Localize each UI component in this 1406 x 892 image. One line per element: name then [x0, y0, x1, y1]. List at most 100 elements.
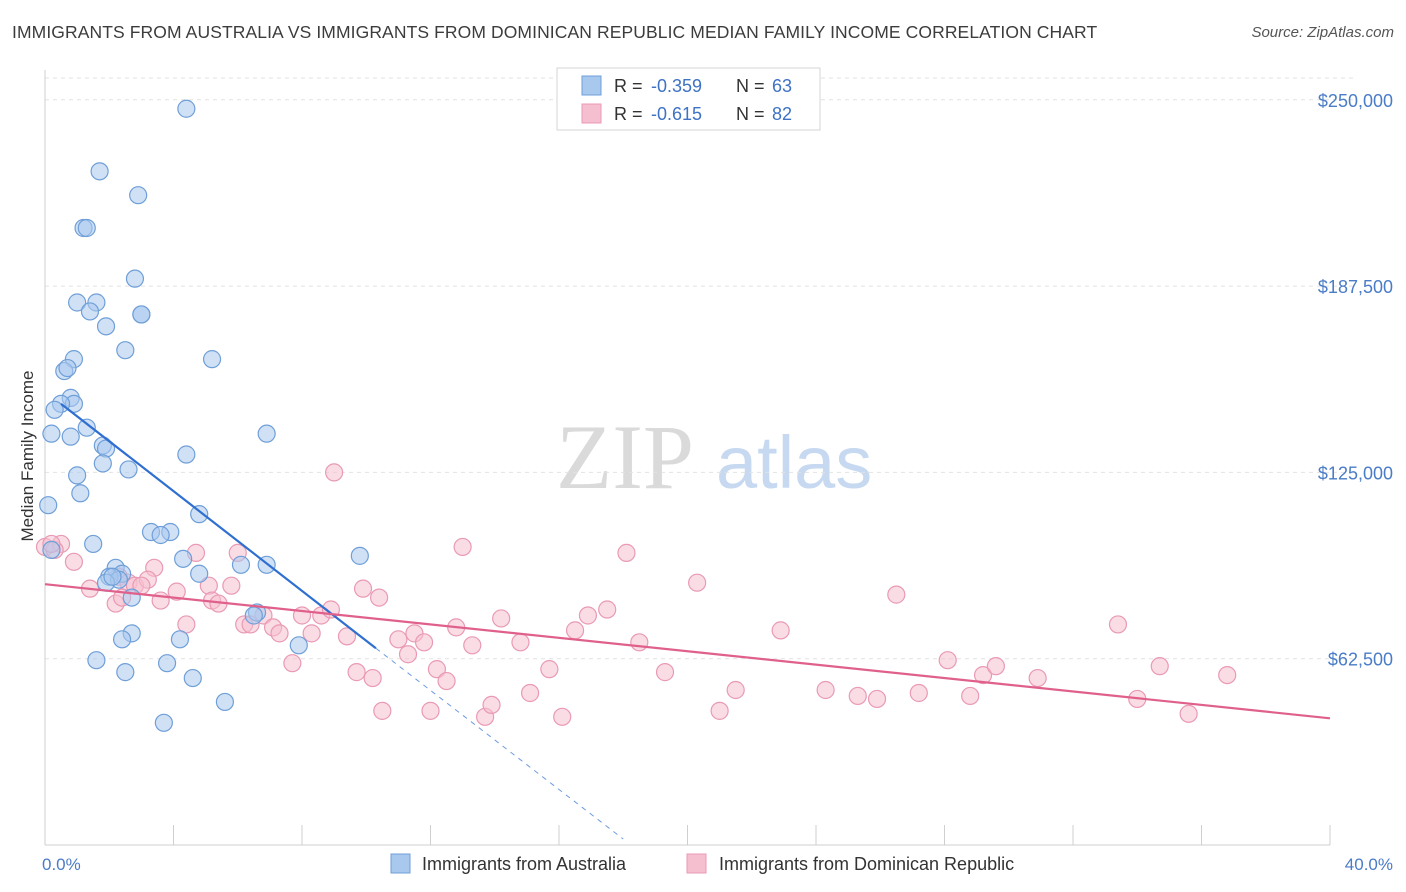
data-point: [116, 663, 135, 682]
data-point: [174, 549, 193, 568]
legend-label-dominican: Immigrants from Dominican Republic: [719, 854, 1014, 874]
watermark-atlas: atlas: [716, 421, 872, 504]
data-point: [68, 466, 87, 485]
data-point: [61, 427, 80, 446]
data-point: [350, 546, 369, 565]
data-point: [151, 525, 170, 545]
data-point: [177, 445, 196, 464]
grid: [45, 77, 1355, 660]
data-point: [337, 627, 357, 646]
data-point: [325, 463, 344, 482]
x-tick-label: 0.0%: [42, 855, 81, 874]
correlation-legend: R = -0.359 N = 63 R = -0.615 N = 82: [556, 67, 821, 131]
trendline-australia-extension: [375, 647, 624, 840]
legend-r-value-australia: -0.359: [651, 76, 702, 96]
x-tick-label: 40.0%: [1345, 855, 1393, 874]
data-point: [45, 400, 64, 419]
legend-n-value-dominican: 82: [772, 104, 792, 124]
data-point: [437, 671, 456, 691]
data-point: [157, 654, 177, 673]
data-point: [973, 665, 993, 685]
data-point: [398, 645, 418, 664]
data-point: [129, 186, 148, 205]
y-tick-labels: $62,500 $125,000 $187,500 $250,000: [1318, 91, 1393, 670]
y-tick-label: $62,500: [1328, 650, 1393, 670]
data-point: [64, 552, 84, 571]
data-point: [116, 341, 135, 360]
y-tick-label: $125,000: [1318, 463, 1393, 483]
data-point: [482, 695, 501, 715]
chart-title: IMMIGRANTS FROM AUSTRALIA VS IMMIGRANTS …: [12, 22, 1098, 42]
data-point: [77, 418, 96, 437]
data-point: [1108, 615, 1128, 634]
data-point: [511, 633, 530, 652]
data-point: [125, 269, 145, 288]
trendlines: [44, 402, 1331, 840]
data-point: [71, 484, 90, 503]
x-tick-labels: 0.0% 40.0%: [42, 855, 1393, 874]
data-point: [68, 293, 87, 312]
data-point: [347, 663, 366, 682]
data-point: [77, 218, 96, 238]
data-point: [463, 636, 482, 655]
data-point: [578, 606, 598, 625]
data-point: [170, 630, 190, 649]
data-point: [167, 582, 186, 601]
data-point: [909, 683, 928, 703]
data-point: [112, 630, 132, 649]
data-point: [867, 689, 887, 709]
data-point: [492, 609, 511, 628]
data-point: [353, 579, 373, 598]
data-point: [565, 621, 585, 640]
data-point: [1150, 657, 1169, 676]
data-point: [90, 162, 109, 181]
series-australia: [39, 99, 369, 732]
data-point: [96, 317, 116, 336]
axes: [44, 70, 1331, 846]
data-point: [183, 668, 202, 688]
data-point: [80, 302, 100, 321]
data-point: [986, 657, 1006, 676]
data-point: [598, 600, 617, 619]
legend-swatch-dominican: [686, 853, 707, 874]
data-point: [553, 707, 572, 726]
data-point: [257, 424, 276, 443]
y-axis-title: Median Family Income: [18, 370, 37, 541]
data-point: [373, 701, 392, 720]
data-point: [520, 683, 540, 703]
data-point: [887, 585, 906, 604]
legend-r-label: R =: [614, 76, 643, 96]
series-dominican-republic: [35, 463, 1237, 726]
legend-n-label: N =: [736, 76, 765, 96]
data-point: [132, 305, 151, 324]
data-point: [1028, 668, 1047, 688]
legend-r-value-dominican: -0.615: [651, 104, 702, 124]
data-point: [961, 686, 980, 706]
data-point: [630, 633, 649, 652]
data-point: [93, 454, 112, 473]
watermark: ZIP atlas: [556, 406, 872, 508]
data-point: [87, 651, 106, 670]
data-point: [453, 537, 472, 557]
trendline-australia: [60, 402, 377, 650]
data-point: [816, 680, 835, 700]
data-point: [283, 654, 302, 673]
data-point: [363, 668, 382, 688]
legend-label-australia: Immigrants from Australia: [422, 854, 627, 874]
data-point: [414, 633, 434, 652]
data-point: [655, 663, 675, 682]
legend-swatch-australia: [581, 75, 602, 96]
data-point: [177, 99, 196, 118]
data-point: [938, 651, 957, 670]
legend-n-label: N =: [736, 104, 765, 124]
data-point: [103, 567, 122, 586]
data-point: [389, 630, 408, 649]
legend-n-value-australia: 63: [772, 76, 792, 96]
data-point: [84, 534, 103, 554]
data-point: [540, 660, 559, 679]
data-point: [119, 460, 138, 479]
data-point: [726, 680, 745, 700]
data-point: [190, 564, 209, 583]
data-point: [302, 624, 321, 643]
